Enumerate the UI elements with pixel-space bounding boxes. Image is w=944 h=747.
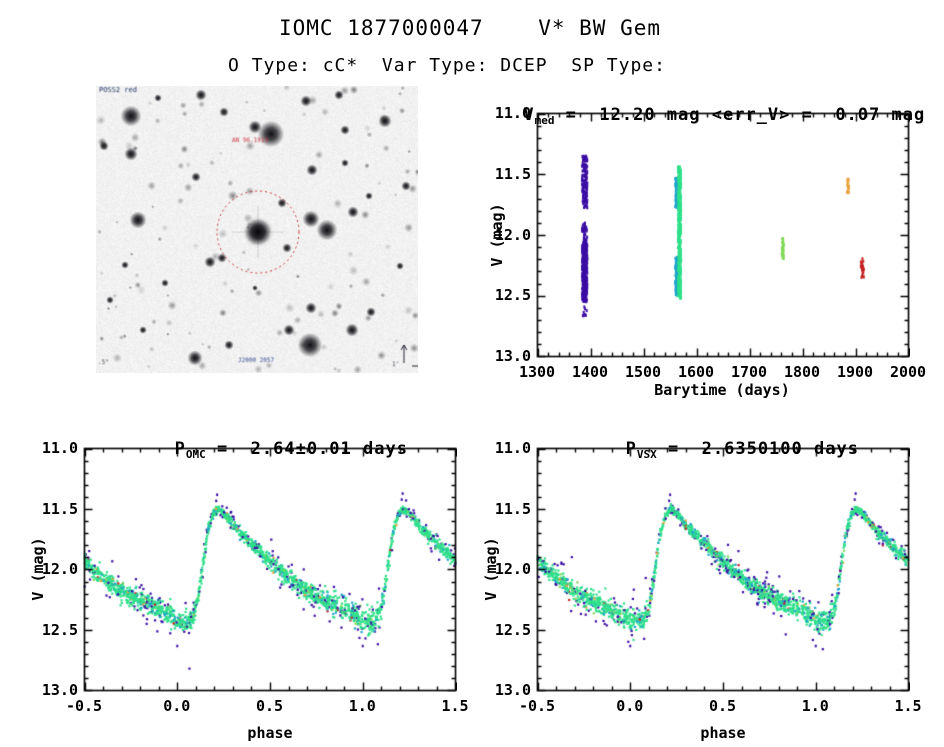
- y-tick-label: 12.0: [41, 560, 78, 578]
- vsx-xaxis-label: phase: [700, 724, 746, 742]
- x-tick-label: 1900: [836, 363, 874, 381]
- finder-coords-label: J2000 2057: [238, 357, 275, 364]
- x-tick-label: 0.0: [616, 697, 644, 715]
- vsx-phase-canvas: [536, 447, 910, 692]
- omc-yaxis-label: V (mag): [29, 537, 47, 601]
- barytime-plot-canvas: [536, 112, 910, 358]
- x-tick-label: 0.5: [708, 697, 737, 715]
- x-tick-label: -0.5: [65, 697, 103, 715]
- finder-survey-label: POSS2 red: [99, 86, 137, 94]
- x-tick-label: -0.5: [518, 697, 556, 715]
- finder-star-label: AN 96.1913: [232, 137, 269, 144]
- y-tick-label: 12.5: [494, 286, 531, 305]
- finder-scale-label: 1': [392, 361, 400, 368]
- y-tick-label: 11.5: [41, 499, 78, 518]
- finding-chart: POSS2 red AN 96.1913 J2000 2057 .5° 1': [96, 86, 418, 373]
- x-tick-label: 1.0: [348, 697, 376, 715]
- y-tick-label: 11.5: [494, 164, 531, 183]
- omc-phase-canvas: [83, 447, 457, 692]
- y-tick-label: 13.0: [494, 681, 531, 699]
- omc-xaxis-label: phase: [247, 724, 293, 742]
- x-tick-label: 1400: [571, 363, 609, 381]
- x-tick-label: 2000: [889, 363, 927, 381]
- x-tick-label: 0.5: [255, 697, 284, 715]
- x-tick-label: 1600: [677, 363, 715, 381]
- starfield-image: [96, 86, 418, 373]
- y-tick-label: 12.0: [494, 225, 531, 244]
- vsx-yaxis-label: V (mag): [482, 537, 500, 601]
- page-subtitle: O Type: cC* Var Type: DCEP SP Type:: [228, 55, 666, 76]
- y-tick-label: 11.0: [494, 439, 531, 457]
- vmed-symbol: V: [523, 105, 535, 125]
- x-tick-label: 0.0: [163, 697, 191, 715]
- barytime-yaxis-label: V (mag): [488, 203, 506, 267]
- y-tick-label: 12.5: [494, 620, 531, 639]
- finder-corner-label: .5°: [98, 359, 109, 366]
- x-tick-label: 1300: [518, 363, 556, 381]
- y-tick-label: 11.0: [41, 439, 78, 457]
- x-tick-label: 1800: [783, 363, 821, 381]
- x-tick-label: 1.5: [894, 697, 922, 715]
- barytime-xaxis-label: Barytime (days): [654, 381, 790, 399]
- y-tick-label: 12.0: [494, 560, 531, 578]
- x-tick-label: 1.0: [801, 697, 829, 715]
- x-tick-label: 1500: [624, 363, 662, 381]
- page-title: IOMC 1877000047 V* BW Gem: [278, 16, 662, 40]
- y-tick-label: 11.5: [494, 499, 531, 518]
- y-tick-label: 11.0: [494, 104, 531, 122]
- y-tick-label: 12.5: [41, 620, 78, 639]
- y-tick-label: 13.0: [494, 347, 531, 365]
- x-tick-label: 1700: [730, 363, 768, 381]
- y-tick-label: 13.0: [41, 681, 78, 699]
- x-tick-label: 1.5: [441, 697, 469, 715]
